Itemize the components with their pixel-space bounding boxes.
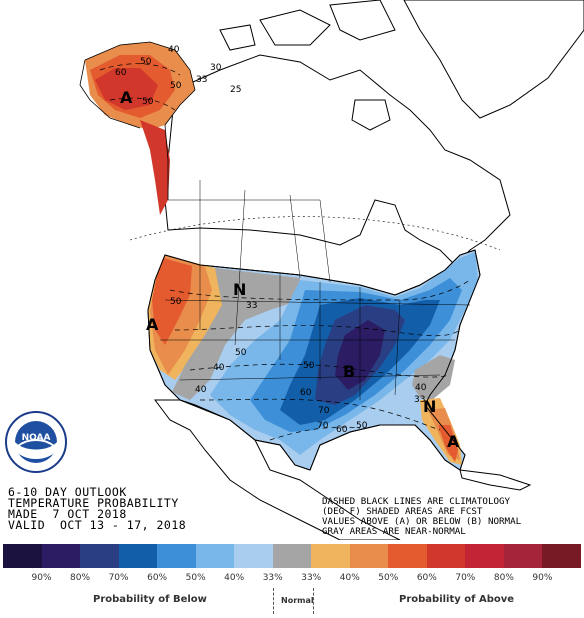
contour-label: 30 — [210, 63, 222, 73]
legend-tick-label: 50% — [185, 573, 206, 583]
legend-tick-label: 70% — [108, 573, 129, 583]
legend-tick-label: 90% — [532, 573, 553, 583]
contour-label: 60 — [115, 68, 127, 78]
legend-divider — [313, 588, 314, 614]
region-label-southeast-normal: N — [423, 397, 436, 416]
legend-tick-label: 33% — [301, 573, 322, 583]
title-line: TEMPERATURE PROBABILITY — [8, 496, 179, 510]
contour-label: 50 — [303, 361, 315, 371]
alaska-above-region — [85, 42, 195, 215]
legend-tick-label: 50% — [378, 573, 399, 583]
legend-divider — [273, 588, 274, 614]
contour-label: 40 — [213, 363, 225, 373]
region-label-alaska-above: A — [120, 88, 133, 107]
notes-block: DASHED BLACK LINES ARE CLIMATOLOGY (DEG … — [322, 497, 521, 537]
contour-label: 33 — [196, 75, 207, 85]
outlook-map: A A B A N N 40 50 60 50 33 40 50 50 40 3… — [79, 0, 584, 540]
title-block: 6-10 DAY OUTLOOK TEMPERATURE PROBABILITY… — [8, 485, 187, 532]
legend-swatch — [426, 544, 466, 568]
legend-tick-label: 90% — [31, 573, 52, 583]
contour-label: 50 — [140, 57, 152, 67]
title-line: 6-10 DAY OUTLOOK — [8, 485, 127, 499]
contour-label: 50 — [142, 97, 154, 107]
land-base — [154, 0, 584, 540]
noaa-logo-text: NOAA — [22, 433, 51, 443]
legend-caption-below: Probability of Below — [93, 594, 207, 605]
legend-swatch — [388, 544, 427, 568]
legend-swatch — [503, 544, 543, 568]
legend-swatch — [465, 544, 504, 568]
contour-label: 50 — [356, 421, 368, 431]
legend-swatch — [195, 544, 235, 568]
contour-label: 40 — [168, 45, 180, 55]
legend-color-bar — [3, 544, 581, 568]
legend-tick-label: 40% — [224, 573, 245, 583]
contour-label: 33 — [414, 395, 425, 405]
greenland — [403, 0, 584, 119]
contour-label: 50 — [235, 348, 247, 358]
contour-label: 40 — [195, 385, 207, 395]
boundary-lines — [160, 180, 471, 400]
legend-tick-label: 33% — [262, 573, 283, 583]
legend-caption-above: Probability of Above — [399, 594, 515, 605]
legend-tick-label: 40% — [339, 573, 360, 583]
note-line: (DEG F) SHADED AREAS ARE FCST — [322, 506, 483, 517]
legend-tick-label: 80% — [493, 573, 514, 583]
legend-caption-normal: Normal — [281, 596, 314, 605]
legend-tick-label: 70% — [455, 573, 476, 583]
contour-label: 50 — [170, 81, 182, 91]
contour-label: 60 — [336, 425, 348, 435]
legend-swatch — [41, 544, 81, 568]
legend-swatch — [118, 544, 158, 568]
note-line: GRAY AREAS ARE NEAR-NORMAL — [322, 526, 466, 537]
noaa-logo: NOAA — [5, 411, 67, 473]
contour-label: 33 — [246, 301, 257, 311]
contour-label: 70 — [318, 406, 330, 416]
legend-swatch — [80, 544, 119, 568]
legend-tick-label: 80% — [70, 573, 91, 583]
legend-swatch — [349, 544, 389, 568]
legend-tick-label: 60% — [416, 573, 437, 583]
legend-swatch — [234, 544, 273, 568]
legend-swatch — [3, 544, 42, 568]
legend-swatch — [157, 544, 196, 568]
legend-swatch — [272, 544, 312, 568]
note-line: VALUES ABOVE (A) OR BELOW (B) NORMAL — [322, 516, 522, 527]
contour-label: 40 — [415, 383, 427, 393]
region-label-northern-plains-normal: N — [233, 280, 246, 299]
region-label-west-above: A — [146, 315, 159, 334]
contour-label: 25 — [230, 85, 241, 95]
issue-date: MADE 7 OCT 2018 — [8, 507, 127, 521]
contour-label: 50 — [170, 297, 182, 307]
contour-label: 70 — [317, 421, 329, 431]
contour-label: 60 — [300, 388, 312, 398]
region-label-central-below: B — [343, 362, 355, 381]
region-label-florida-above: A — [447, 432, 460, 451]
legend-tick-label: 60% — [147, 573, 168, 583]
legend-swatch — [542, 544, 581, 568]
legend-tick-labels: 90% 80% 70% 60% 50% 40% 33% 33% 40% 50% 60% 70% 80% 9… — [3, 573, 581, 587]
valid-date: VALID OCT 13 - 17, 2018 — [8, 518, 187, 532]
climatology-lines — [99, 63, 471, 441]
note-line: DASHED BLACK LINES ARE CLIMATOLOGY — [322, 496, 511, 507]
legend-swatch — [311, 544, 350, 568]
